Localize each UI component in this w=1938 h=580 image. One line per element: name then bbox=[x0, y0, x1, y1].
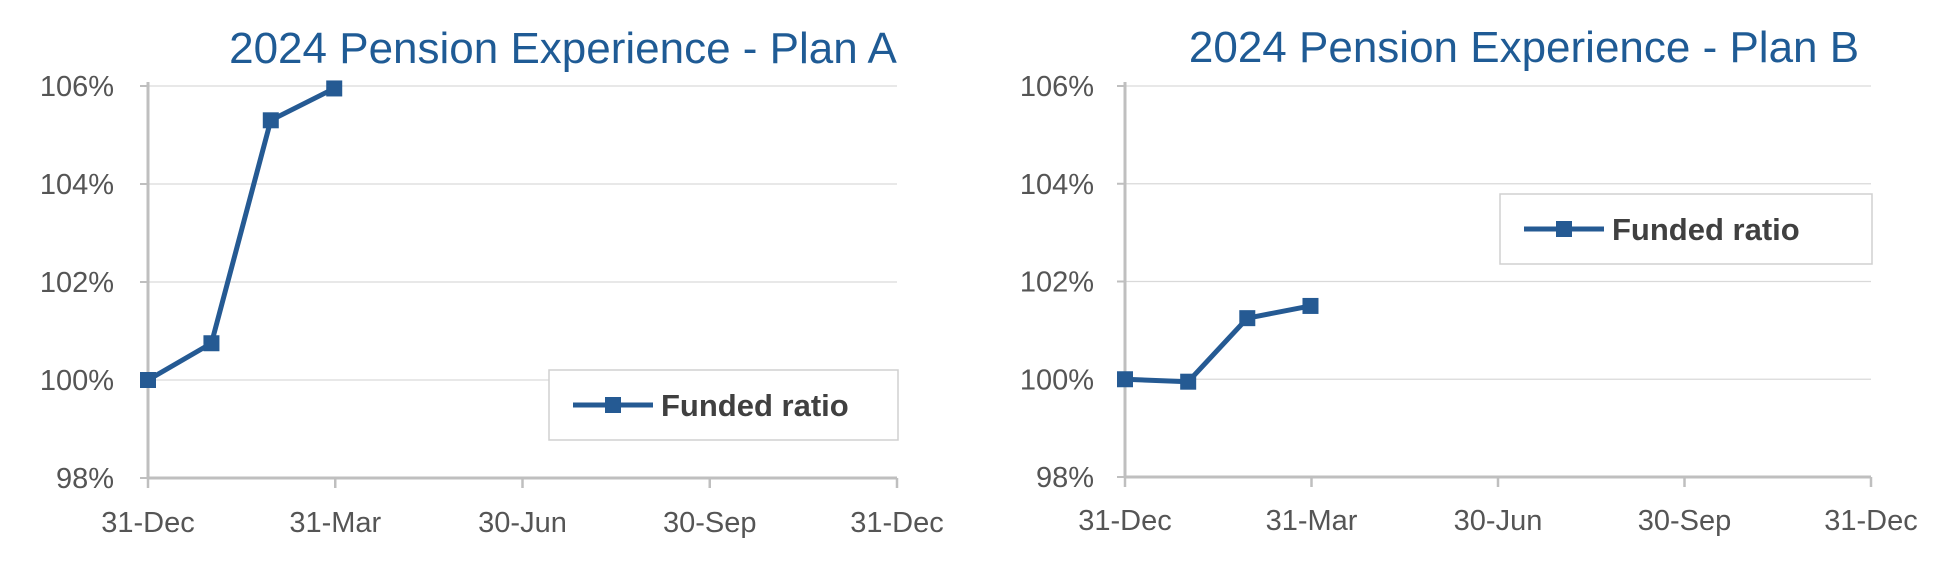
legend-label: Funded ratio bbox=[1612, 212, 1800, 247]
legend-marker-swatch bbox=[1556, 221, 1572, 237]
data-point-marker bbox=[326, 80, 343, 97]
data-point-marker bbox=[1239, 310, 1256, 327]
legend: Funded ratio bbox=[548, 369, 899, 441]
series-line-funded-ratio bbox=[1124, 303, 1311, 385]
legend-label: Funded ratio bbox=[661, 388, 849, 423]
data-point-marker bbox=[1180, 373, 1197, 390]
x-tick-label: 31-Mar bbox=[289, 507, 381, 539]
y-tick-label: 106% bbox=[1020, 71, 1094, 103]
y-tick-label: 100% bbox=[40, 365, 114, 397]
y-tick-label: 100% bbox=[1020, 364, 1094, 396]
data-point-marker bbox=[203, 335, 220, 352]
data-point-marker bbox=[262, 112, 279, 129]
y-tick-label: 98% bbox=[1036, 462, 1094, 494]
y-tick-label: 104% bbox=[1020, 169, 1094, 201]
chart-title: 2024 Pension Experience - Plan A bbox=[229, 24, 897, 73]
x-tick-label: 31-Dec bbox=[1824, 505, 1918, 537]
x-tick-label: 30-Jun bbox=[1454, 505, 1543, 537]
y-tick-label: 98% bbox=[56, 463, 114, 495]
data-point-marker bbox=[140, 372, 156, 388]
x-tick-label: 31-Mar bbox=[1266, 505, 1358, 537]
y-tick-label: 106% bbox=[40, 71, 114, 103]
x-tick-label: 31-Dec bbox=[101, 507, 195, 539]
data-point-marker bbox=[1117, 371, 1133, 388]
legend: Funded ratio bbox=[1499, 193, 1873, 265]
x-tick-label: 30-Sep bbox=[663, 507, 757, 539]
chart-panel-2: 2024 Pension Experience - Plan B 106% 104%… bbox=[1020, 23, 1918, 537]
x-tick-label: 30-Jun bbox=[478, 507, 567, 539]
chart-title: 2024 Pension Experience - Plan B bbox=[1189, 23, 1859, 72]
x-tick-label: 31-Dec bbox=[1078, 505, 1172, 537]
legend-marker-swatch bbox=[605, 397, 621, 413]
y-tick-label: 104% bbox=[40, 169, 114, 201]
x-tick-label: 31-Dec bbox=[850, 507, 944, 539]
x-tick-label: 30-Sep bbox=[1638, 505, 1732, 537]
data-point-marker bbox=[1302, 297, 1319, 314]
y-tick-label: 102% bbox=[1020, 267, 1094, 299]
series-line-funded-ratio bbox=[146, 86, 336, 383]
chart-panel-1: 2024 Pension Experience - Plan A 106% 104%… bbox=[40, 24, 944, 539]
y-tick-label: 102% bbox=[40, 267, 114, 299]
